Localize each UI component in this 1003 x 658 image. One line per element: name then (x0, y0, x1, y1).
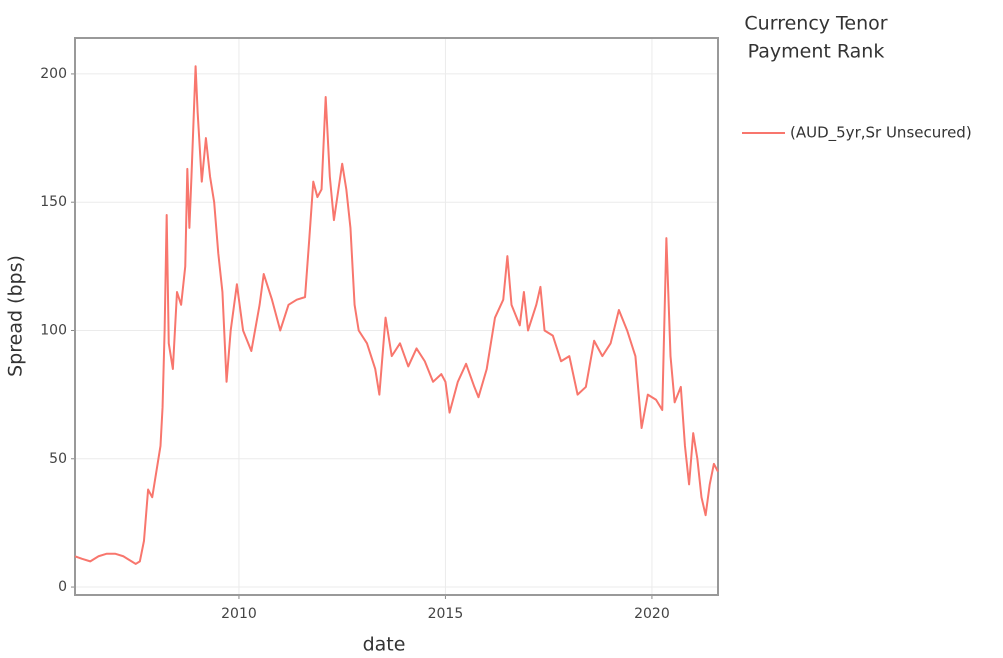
y-tick-label: 150 (40, 194, 67, 210)
legend-title: Currency Tenor (744, 13, 887, 35)
x-tick-label: 2015 (428, 606, 464, 622)
y-tick-label: 200 (40, 66, 67, 82)
x-tick-label: 2010 (221, 606, 257, 622)
x-axis-label: date (363, 634, 406, 656)
x-tick-label: 2020 (634, 606, 670, 622)
data-line (74, 65, 719, 565)
legend-title: Payment Rank (748, 41, 885, 63)
y-tick-label: 50 (49, 451, 67, 467)
plot-frame (74, 37, 719, 596)
y-tick-label: 100 (40, 322, 67, 338)
legend-label: (AUD_5yr,Sr Unsecured) (790, 124, 972, 143)
y-axis-label: Spread (bps) (5, 255, 27, 377)
y-tick-label: 0 (58, 579, 67, 595)
